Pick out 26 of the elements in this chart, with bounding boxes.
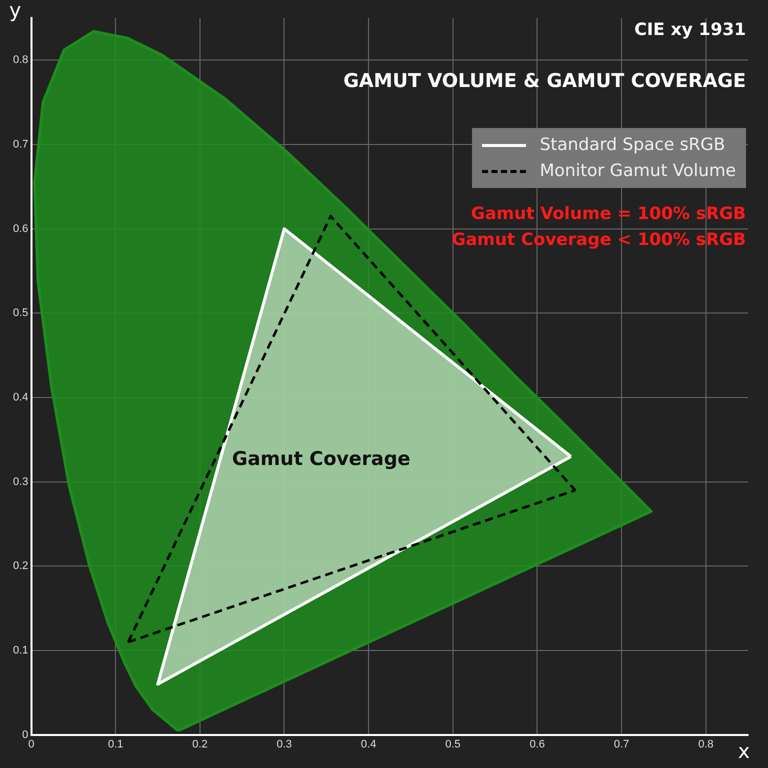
x-tick-label: 0.3 [276,738,292,750]
y-tick-label: 0.3 [12,476,28,488]
y-axis-title: y [9,0,22,22]
y-tick-label: 0.7 [12,138,28,151]
y-tick-label: 0.2 [12,560,28,572]
x-tick-label: 0.5 [445,738,461,750]
text: GAMUT VOLUME & GAMUT COVERAGE [343,70,746,92]
y-tick-label: 0.6 [12,222,28,235]
legend-label: Monitor Gamut Volume [540,161,736,181]
x-tick-label: 0.7 [614,738,630,750]
y-tick-label: 0.4 [12,392,28,404]
y-tick-label: 0.1 [12,644,28,656]
x-tick-label: 0.6 [530,738,545,750]
chart-subtitle: CIE xy 1931 [634,20,746,40]
x-tick-label: 0.4 [360,738,376,750]
x-tick-label: 0.1 [108,738,124,750]
x-tick-label: 0.2 [192,738,208,750]
annotation: Gamut Volume = 100% sRGB [470,204,746,224]
x-tick-label: 0.8 [698,738,714,750]
legend-label: Standard Space sRGB [540,135,726,155]
annotation: Gamut Coverage < 100% sRGB [452,230,746,250]
y-tick-label: 0 [22,728,28,741]
annotation: Gamut Coverage [232,448,410,470]
y-tick-label: 0.5 [12,307,28,320]
x-axis-title: x [738,738,750,763]
y-tick-label: 0.8 [12,54,28,66]
